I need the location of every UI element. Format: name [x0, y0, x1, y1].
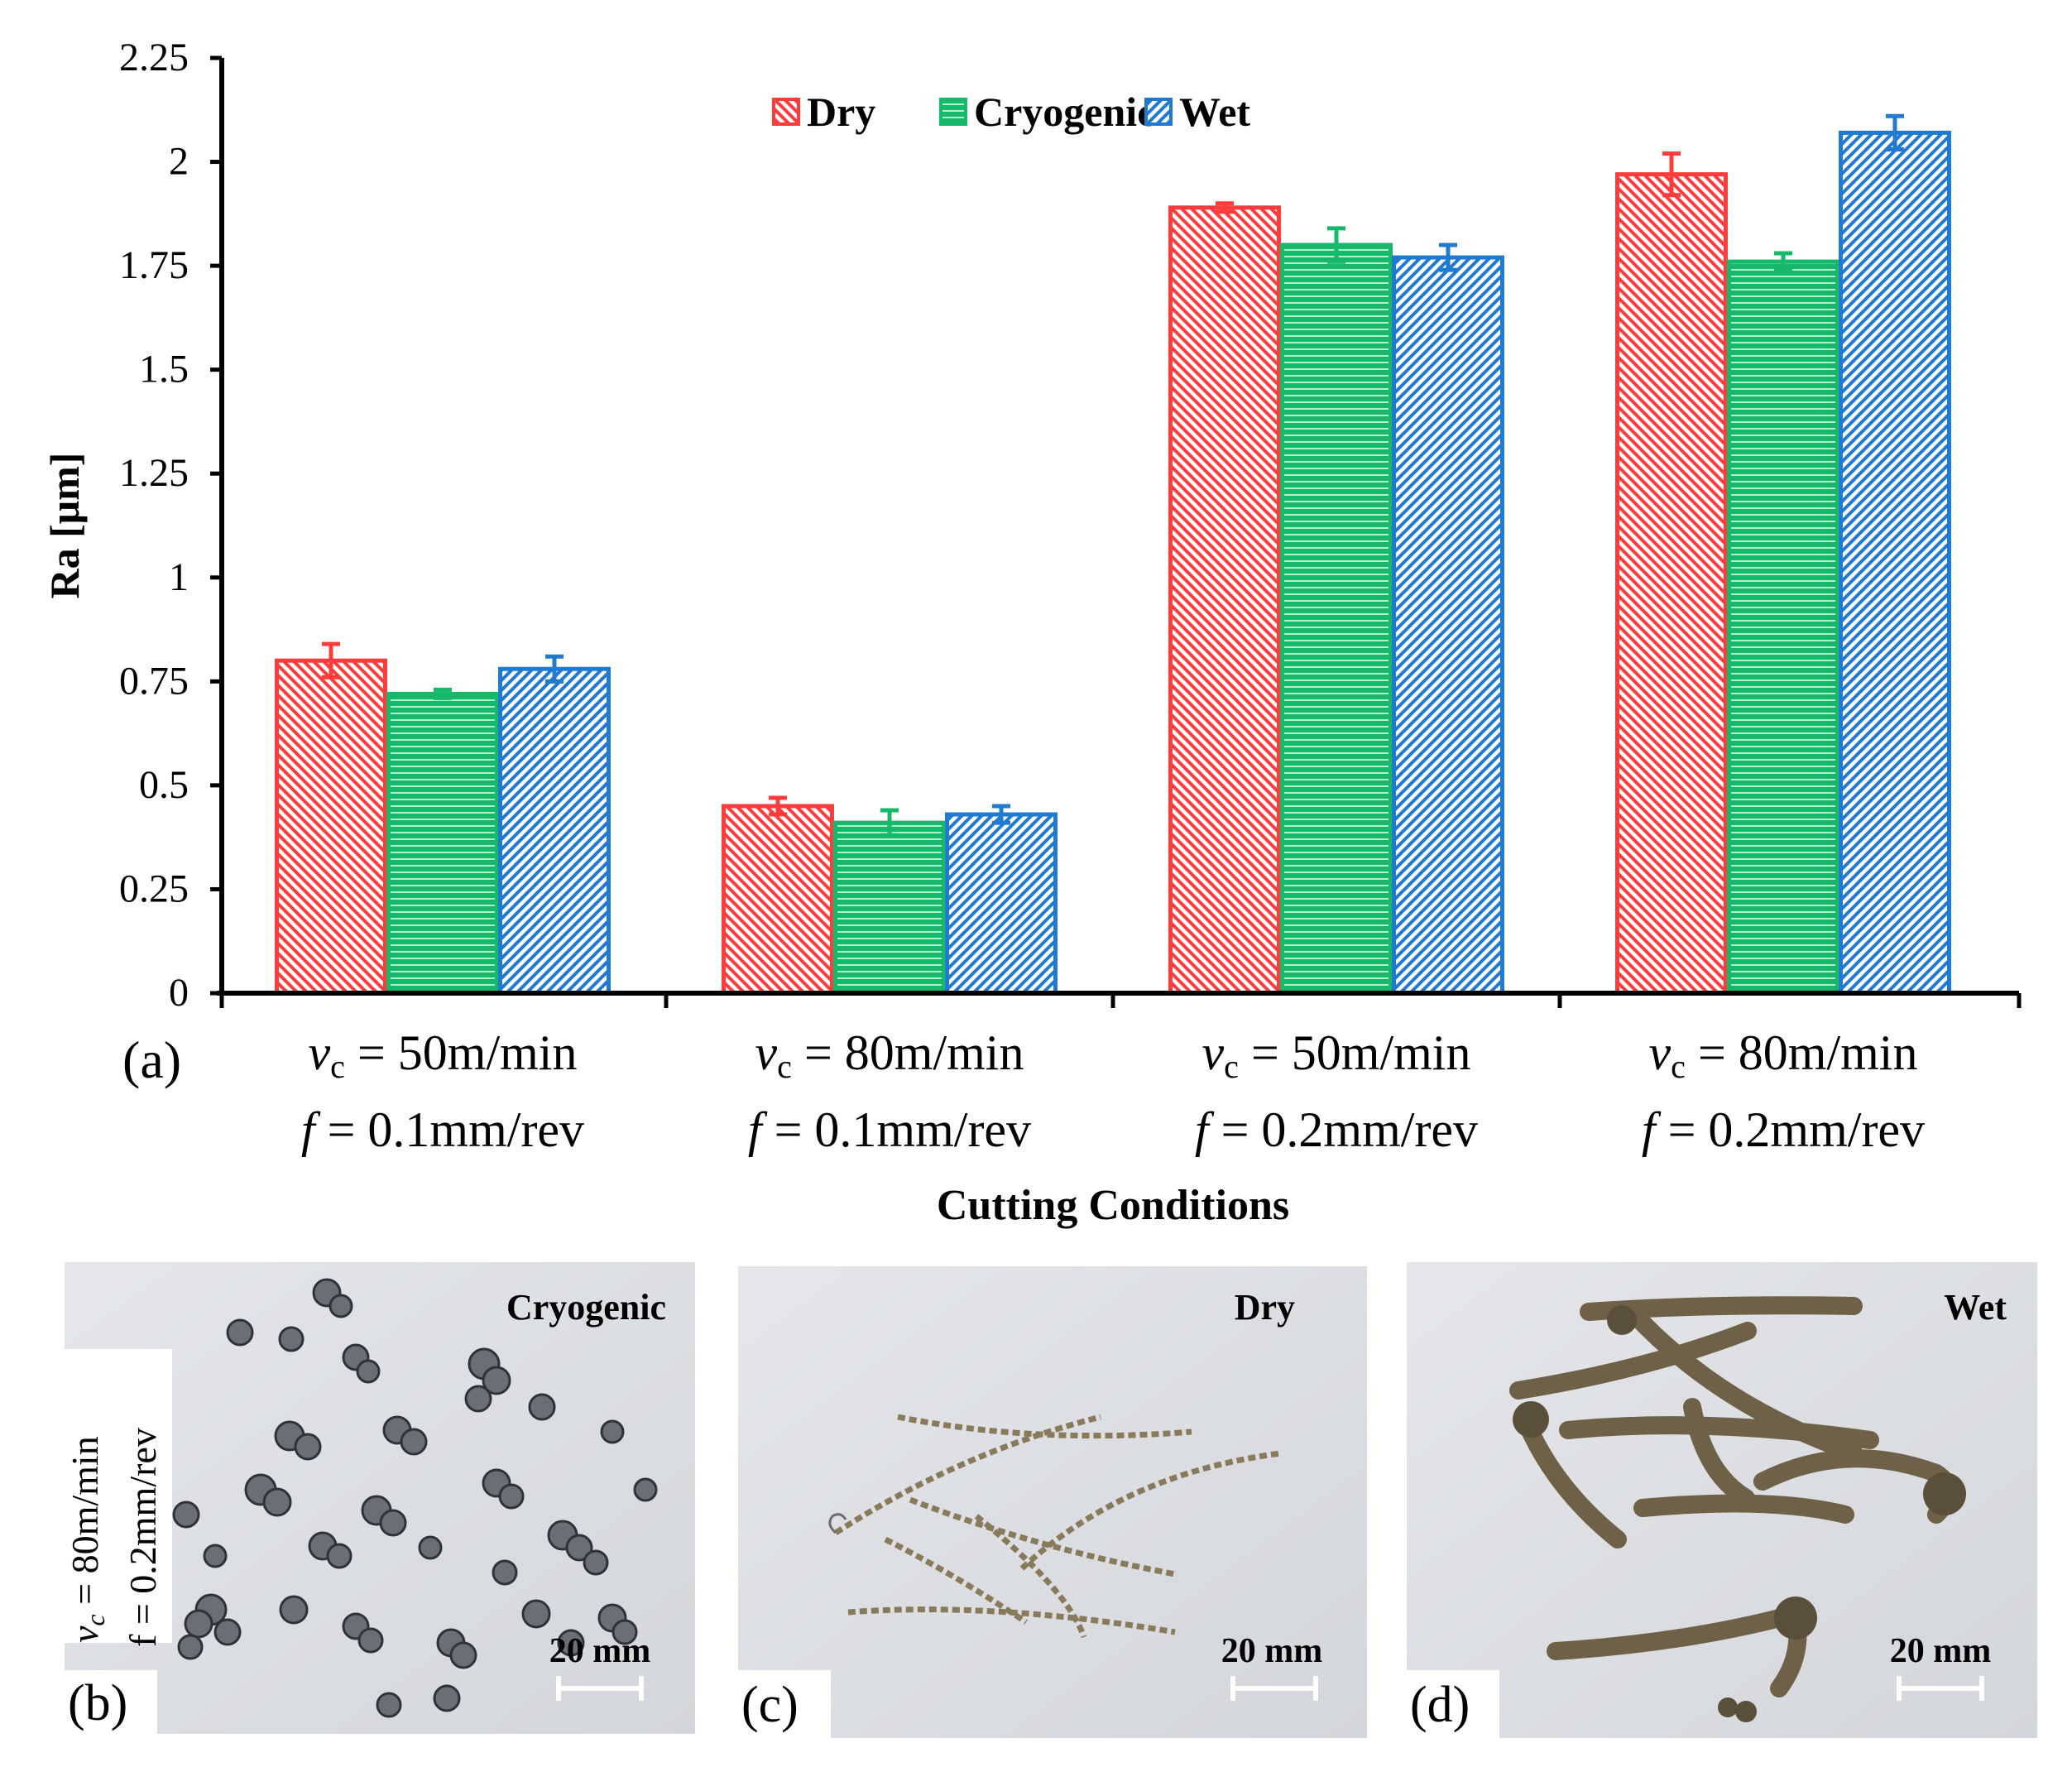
photo-dry-label: Dry	[1235, 1287, 1295, 1328]
dry-chips-image	[834, 1414, 1282, 1639]
y-tick-label: 1.5	[139, 348, 189, 391]
legend-swatch-cryogenic	[939, 98, 967, 126]
photo-panel-cryogenic: Cryogenic 20 mm vc = 80m/min f = 0.2mm/r…	[64, 1262, 695, 1735]
error-bar-cryogenic-3	[1327, 226, 1345, 264]
category-label-vc-1: vc = 50m/min	[309, 1025, 578, 1085]
side-condition-vc: vc = 80m/min	[64, 1436, 110, 1643]
photo-c-label-box	[738, 1670, 831, 1738]
legend-label-wet: Wet	[1179, 89, 1250, 135]
dry-chip-curl	[828, 1513, 847, 1534]
category-label-f-1: f = 0.1mm/rev	[301, 1102, 584, 1157]
bar-cryogenic-4	[1727, 259, 1839, 996]
photo-d-panel-label: (d)	[1410, 1677, 1470, 1733]
error-bar-wet-3	[1439, 242, 1457, 272]
photo-d-label-box	[1407, 1670, 1499, 1738]
x-axis-ticks	[219, 993, 2022, 1008]
y-tick-label: 0.25	[119, 867, 189, 910]
photo-b-label-box	[65, 1670, 157, 1735]
y-tick-label: 1.25	[119, 451, 189, 495]
chart-legend: Dry Cryogenic Wet	[772, 89, 1250, 135]
photo-cryogenic-scale-bar	[556, 1676, 644, 1701]
bar-cryogenic-2	[833, 820, 946, 996]
y-tick-label: 0.5	[139, 763, 189, 807]
category-label-vc-4: vc = 80m/min	[1649, 1025, 1918, 1085]
photo-dry-scale-bar	[1230, 1676, 1318, 1701]
bar-wet-4	[1839, 130, 1951, 996]
y-tick-label: 0	[169, 971, 189, 1015]
error-bar-dry-1	[322, 641, 340, 679]
category-label-vc-3: vc = 50m/min	[1202, 1025, 1471, 1085]
bar-wet-1	[498, 666, 611, 996]
photo-c-panel-label: (c)	[741, 1677, 799, 1733]
photo-panel-dry: Dry 20 mm (c)	[738, 1266, 1367, 1738]
bar-chart: 0 0.25 0.5 0.75 1 1.25 1.5 1.75 2 2.25 Ra [μm] Dr…	[41, 36, 2022, 1229]
y-tick-label: 2	[169, 140, 189, 184]
wet-chips-knots	[1513, 1305, 1966, 1722]
y-axis-ticks: 0 0.25 0.5 0.75 1 1.25 1.5 1.75 2 2.25	[119, 36, 222, 1015]
legend-swatch-dry	[772, 98, 800, 126]
error-bar-wet-1	[545, 654, 564, 684]
photo-wet-scale-bar	[1897, 1676, 1984, 1701]
error-bar-dry-2	[769, 795, 787, 817]
error-bars-group	[322, 113, 1904, 838]
chart-panel-label: (a)	[122, 1030, 181, 1089]
photo-wet-label: Wet	[1944, 1287, 2007, 1328]
category-label-f-2: f = 0.1mm/rev	[748, 1102, 1031, 1157]
error-bar-cryogenic-4	[1774, 251, 1792, 272]
bar-dry-4	[1615, 172, 1728, 996]
y-tick-label: 1	[169, 555, 189, 599]
error-bar-cryogenic-1	[434, 687, 452, 700]
bar-dry-2	[722, 804, 834, 996]
legend-label-dry: Dry	[807, 89, 875, 135]
bar-dry-1	[275, 658, 387, 996]
bar-cryogenic-3	[1280, 242, 1393, 996]
bar-wet-3	[1392, 255, 1504, 996]
side-condition-f: f = 0.2mm/rev	[122, 1428, 164, 1647]
photo-b-panel-label: (b)	[68, 1675, 127, 1731]
bar-wet-2	[945, 812, 1058, 996]
photo-wet-scale-text: 20 mm	[1890, 1632, 1991, 1670]
photo-panel-wet: Wet 20 mm (d)	[1407, 1262, 2037, 1738]
error-bar-wet-4	[1886, 113, 1904, 151]
photo-cryogenic-scale-text: 20 mm	[549, 1632, 650, 1670]
photo-dry-scale-text: 20 mm	[1221, 1632, 1322, 1670]
category-label-f-4: f = 0.2mm/rev	[1642, 1102, 1925, 1157]
bar-series-group	[275, 130, 1951, 996]
error-bar-cryogenic-2	[880, 808, 899, 838]
photo-dry-background	[738, 1266, 1367, 1738]
y-tick-label: 1.75	[119, 243, 189, 287]
category-label-f-3: f = 0.2mm/rev	[1195, 1102, 1478, 1157]
y-tick-label: 0.75	[119, 659, 189, 703]
y-axis-label: Ra [μm]	[41, 453, 88, 599]
bar-cryogenic-1	[386, 691, 499, 996]
photo-cryogenic-label: Cryogenic	[506, 1287, 666, 1328]
error-bar-wet-2	[992, 804, 1010, 825]
legend-label-cryogenic: Cryogenic	[974, 89, 1155, 135]
y-tick-label: 2.25	[119, 36, 189, 79]
x-axis-label: Cutting Conditions	[937, 1182, 1289, 1229]
category-labels: vc = 50m/min f = 0.1mm/rev vc = 80m/min f =…	[301, 1025, 1925, 1157]
category-label-vc-2: vc = 80m/min	[755, 1025, 1024, 1085]
cryogenic-chips-image	[172, 1278, 658, 1718]
legend-swatch-wet	[1144, 98, 1173, 126]
error-bar-dry-4	[1662, 151, 1681, 198]
bar-dry-3	[1168, 205, 1281, 996]
side-condition-box	[65, 1349, 172, 1643]
error-bar-dry-3	[1216, 201, 1234, 214]
